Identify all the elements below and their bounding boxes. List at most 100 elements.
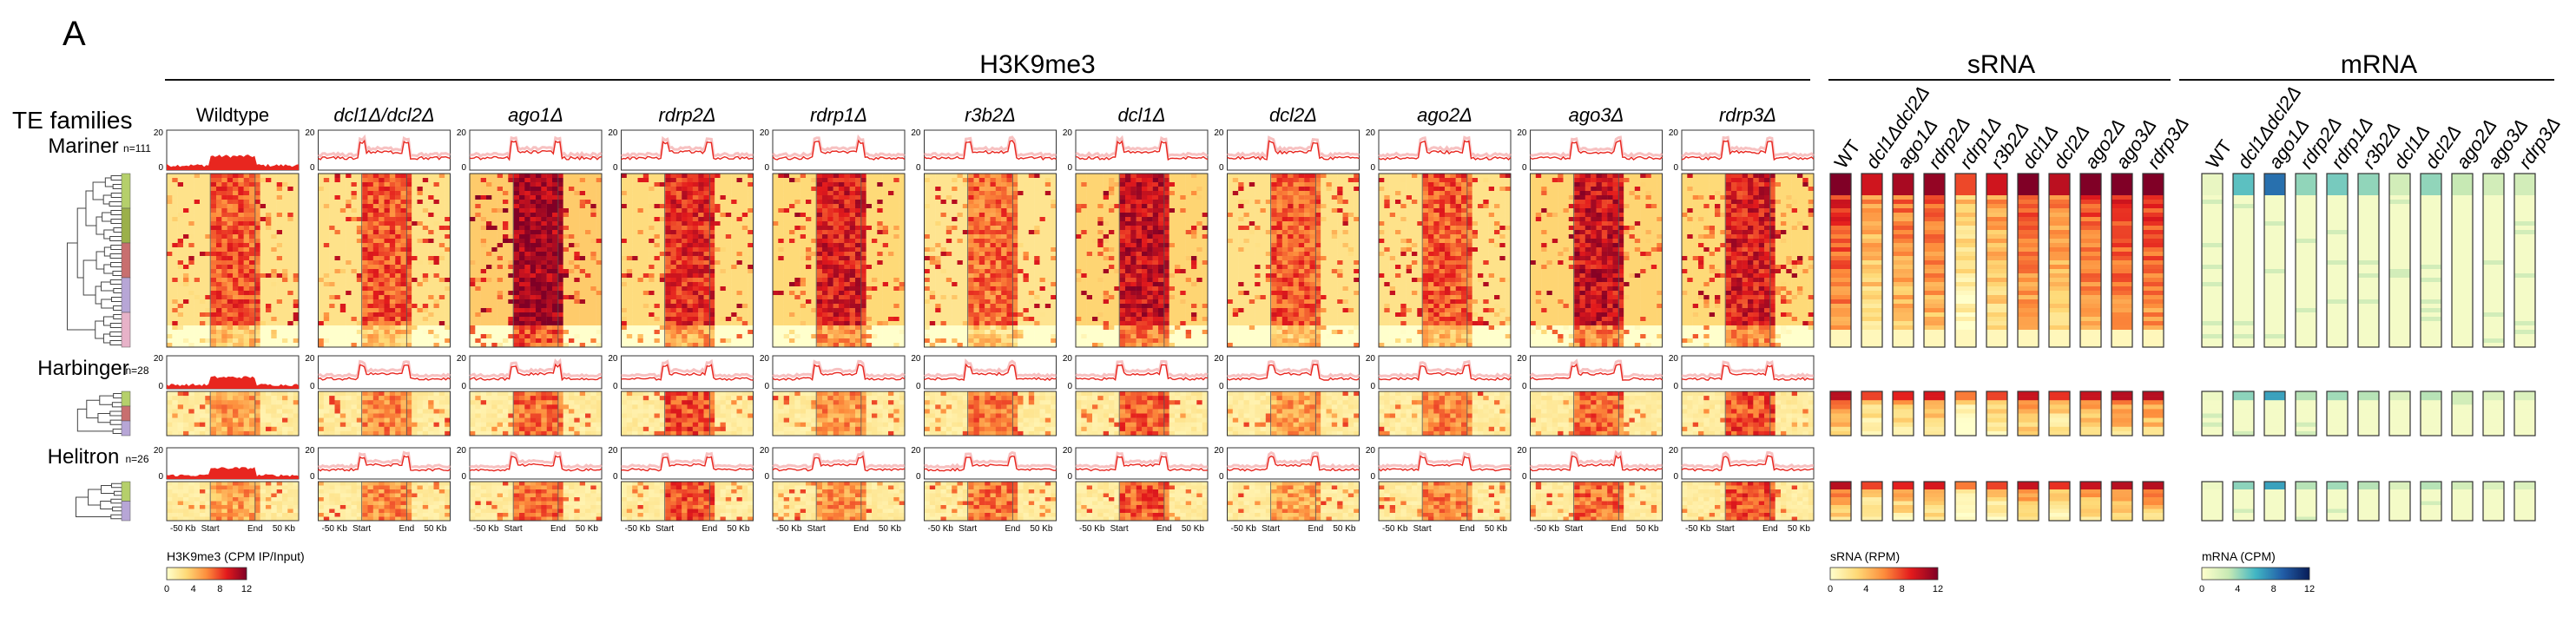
heatmap-cell xyxy=(183,489,189,494)
heatmap-cell xyxy=(293,404,300,410)
heatmap-cell xyxy=(433,334,440,339)
heatmap-cell xyxy=(238,338,244,344)
heatmap-cell xyxy=(422,221,429,226)
heatmap-cell xyxy=(167,422,173,428)
heatmap-cell xyxy=(445,273,451,279)
heatmap-cell xyxy=(412,217,418,222)
heatmap-cell xyxy=(372,217,379,222)
heatmap-cell xyxy=(372,239,379,244)
heatmap-cell xyxy=(339,516,346,522)
heatmap-cell xyxy=(293,304,300,309)
heatmap-cell xyxy=(536,409,542,414)
heatmap-cell xyxy=(238,247,244,253)
heatmap-cell xyxy=(177,213,184,218)
heatmap-cell xyxy=(172,400,178,405)
heatmap-cell xyxy=(200,513,206,517)
heatmap-cell xyxy=(428,278,434,283)
heatmap-cell xyxy=(557,260,563,266)
heatmap-cell xyxy=(177,291,184,296)
heatmap-cell xyxy=(194,505,201,509)
heatmap-cell xyxy=(530,317,537,322)
heatmap-cell xyxy=(362,191,368,196)
heatmap-cell xyxy=(379,182,385,187)
heatmap-cell xyxy=(221,422,227,428)
heatmap-cell xyxy=(400,299,407,305)
heatmap-cell xyxy=(221,516,227,522)
heatmap-cell xyxy=(569,204,575,209)
heatmap-cell xyxy=(329,422,335,428)
heatmap-cell xyxy=(210,182,217,187)
heatmap-cell xyxy=(172,273,178,279)
heatmap-cell xyxy=(276,391,283,397)
profile-y-tick: 20 xyxy=(608,128,618,138)
heatmap-cell xyxy=(379,312,385,318)
heatmap-cell xyxy=(519,239,525,244)
heatmap-cell xyxy=(422,304,429,309)
heatmap-cell xyxy=(362,252,368,257)
heatmap-cell xyxy=(524,513,530,517)
heatmap-cell xyxy=(445,221,451,226)
heatmap-cell xyxy=(177,334,184,339)
heatmap-cell xyxy=(579,482,586,486)
heatmap-cell xyxy=(530,295,537,300)
heatmap-cell xyxy=(351,182,358,187)
heatmap-cell xyxy=(422,239,429,244)
heatmap-cell xyxy=(417,482,424,486)
heatmap-cell xyxy=(356,221,363,226)
heatmap-cell xyxy=(569,234,575,240)
heatmap-cell xyxy=(395,321,401,326)
heatmap-cell xyxy=(339,430,346,436)
heatmap-cell xyxy=(227,509,234,514)
heatmap-cell xyxy=(445,391,451,397)
heatmap-cell xyxy=(188,396,194,401)
heatmap-cell xyxy=(379,396,385,401)
heatmap-cell xyxy=(508,178,514,183)
heatmap-cell xyxy=(216,400,222,405)
heatmap-cell xyxy=(417,426,424,432)
heatmap-cell xyxy=(379,230,385,235)
heatmap-cell xyxy=(339,273,346,279)
heatmap-cell xyxy=(590,208,596,213)
heatmap-cell xyxy=(329,234,335,240)
heatmap-cell xyxy=(346,260,352,266)
x-tick-label: 50 Kb xyxy=(424,524,447,534)
heatmap-cell xyxy=(339,489,346,494)
heatmap-cell xyxy=(177,226,184,231)
heatmap-cell xyxy=(486,256,492,261)
heatmap-cell xyxy=(249,265,255,270)
heatmap-cell xyxy=(329,191,335,196)
heatmap-cell xyxy=(417,182,424,187)
heatmap-cell xyxy=(400,221,407,226)
heatmap-cell xyxy=(503,269,509,274)
heatmap-cell xyxy=(276,286,283,292)
heatmap-cell xyxy=(621,217,628,222)
heatmap-cell xyxy=(508,317,514,322)
heatmap-cell xyxy=(563,417,570,423)
heatmap-cell xyxy=(536,501,542,506)
heatmap-cell xyxy=(590,291,596,296)
heatmap-cell xyxy=(530,493,537,498)
heatmap-cell xyxy=(282,404,288,410)
heatmap-cell xyxy=(356,493,363,498)
dendrogram-branch xyxy=(104,177,114,187)
heatmap-cell xyxy=(486,330,492,335)
heatmap-cell xyxy=(585,226,591,231)
heatmap-cell xyxy=(287,213,293,218)
heatmap-cell xyxy=(216,422,222,428)
heatmap-cell xyxy=(266,273,272,279)
heatmap-cell xyxy=(177,509,184,514)
heatmap-cell xyxy=(422,187,429,192)
heatmap-cell xyxy=(412,174,418,179)
heatmap-cell xyxy=(486,178,492,183)
heatmap-cell xyxy=(200,178,206,183)
heatmap-cell xyxy=(422,178,429,183)
heatmap-cell xyxy=(486,501,492,506)
heatmap-cell xyxy=(569,400,575,405)
heatmap-cell xyxy=(177,325,184,331)
heatmap-cell xyxy=(513,265,520,270)
x-tick-label: -50 Kb xyxy=(473,524,499,534)
heatmap-cell xyxy=(323,317,330,322)
heatmap-cell xyxy=(266,426,272,432)
heatmap-cell xyxy=(395,230,401,235)
heatmap-cell xyxy=(188,299,194,305)
